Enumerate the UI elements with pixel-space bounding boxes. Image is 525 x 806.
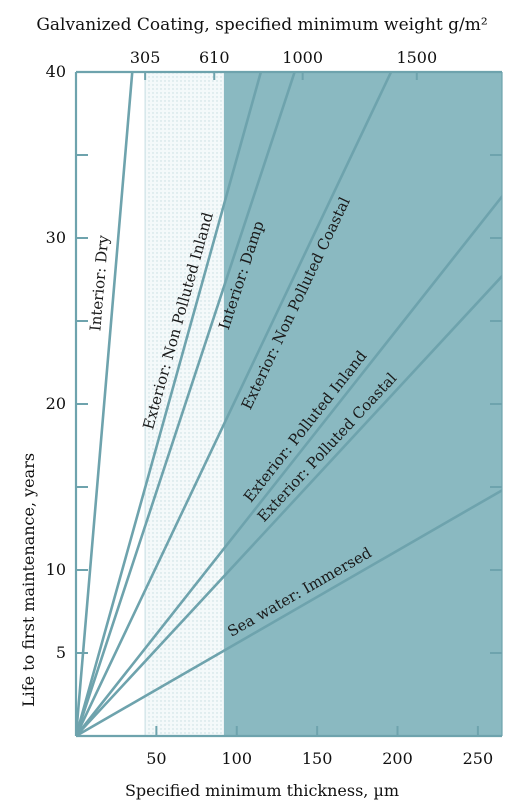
- y-tick-label-20: 20: [46, 394, 66, 413]
- x-axis-label: Specified minimum thickness, µm: [125, 781, 399, 800]
- y-tick-label-40: 40: [46, 62, 66, 81]
- x-tick-label-200: 200: [382, 749, 413, 768]
- x-tick-label-150: 150: [302, 749, 333, 768]
- series-line-exterior-non-polluted-inland: [76, 72, 263, 736]
- series-line-exterior-polluted-coastal: [76, 274, 502, 736]
- series-label-interior-dry: Interior: Dry: [86, 234, 112, 332]
- series-line-exterior-non-polluted-coastal: [76, 72, 393, 736]
- series-lines: [76, 72, 502, 736]
- series-line-interior-dry: [76, 72, 134, 736]
- series-line-exterior-polluted-inland: [76, 195, 502, 736]
- y-axis-label: Life to first maintenance, years: [19, 453, 38, 707]
- top-tick-label-610: 610: [199, 48, 230, 67]
- y-tick-label-5: 5: [56, 643, 66, 662]
- x-tick-label-250: 250: [463, 749, 494, 768]
- top-tick-label-1500: 1500: [396, 48, 437, 67]
- series-line-sea-water-immersed: [76, 489, 502, 736]
- y-tick-label-10: 10: [46, 560, 66, 579]
- x-tick-label-100: 100: [221, 749, 252, 768]
- axis-ticks: [76, 72, 502, 736]
- series-line-interior-damp: [76, 72, 296, 736]
- top-tick-label-305: 305: [130, 48, 161, 67]
- tick-labels: 5 10 20 30 40 50 100 150 200 250 305 610 1000 1500: [46, 48, 494, 768]
- x-tick-label-50: 50: [146, 749, 166, 768]
- top-tick-label-1000: 1000: [282, 48, 323, 67]
- axes: [74, 70, 503, 738]
- y-tick-label-30: 30: [46, 228, 66, 247]
- chart-title: Galvanized Coating, specified minimum we…: [36, 15, 487, 35]
